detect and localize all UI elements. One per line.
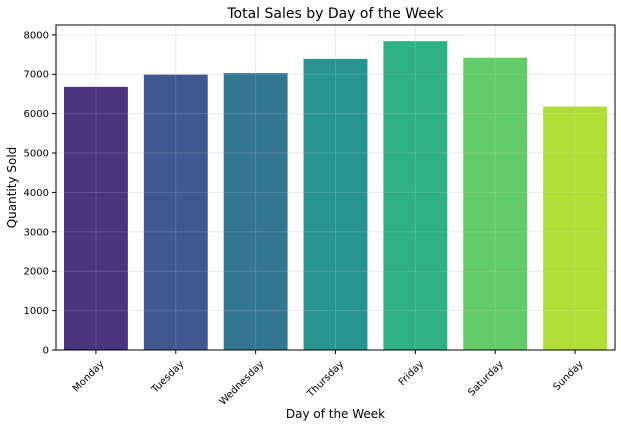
- x-tick-label-wednesday: Wednesday: [218, 359, 267, 408]
- x-tick-label-tuesday: Tuesday: [149, 359, 186, 396]
- x-tick-label-saturday: Saturday: [466, 359, 506, 399]
- bar-friday: [383, 41, 448, 350]
- bar-wednesday: [223, 73, 288, 350]
- bar-tuesday: [143, 74, 208, 351]
- bars: [56, 25, 615, 351]
- y-axis-label: Quantity Sold: [5, 147, 19, 229]
- y-axis-ticks: 0 1000 2000 3000 4000 5000 6000 7000 8000: [24, 30, 56, 357]
- x-axis-label: Day of the Week: [286, 407, 385, 421]
- x-tick-label-sunday: Sunday: [551, 359, 585, 393]
- y-tick-label: 7000: [24, 70, 49, 81]
- x-tick-label-monday: Monday: [71, 359, 107, 395]
- x-axis-ticks: Monday Tuesday Wednesday Thursday Friday Satu…: [71, 350, 586, 408]
- x-tick-label-thursday: Thursday: [305, 359, 346, 400]
- y-tick-label: 6000: [24, 109, 49, 120]
- bar-saturday: [463, 57, 528, 351]
- y-tick-label: 8000: [24, 30, 49, 41]
- chart-title: Total Sales by Day of the Week: [226, 6, 444, 22]
- y-tick-label: 5000: [24, 149, 49, 160]
- bar-thursday: [303, 58, 368, 351]
- bar-monday: [63, 86, 128, 351]
- y-tick-label: 1000: [24, 306, 49, 317]
- y-tick-label: 2000: [24, 267, 49, 278]
- y-tick-label: 3000: [24, 227, 49, 238]
- y-tick-label: 4000: [24, 188, 49, 199]
- grid-overlay: [56, 25, 615, 351]
- bar-sunday: [543, 106, 608, 350]
- x-tick-label-friday: Friday: [397, 359, 426, 388]
- y-tick-label: 0: [43, 346, 49, 357]
